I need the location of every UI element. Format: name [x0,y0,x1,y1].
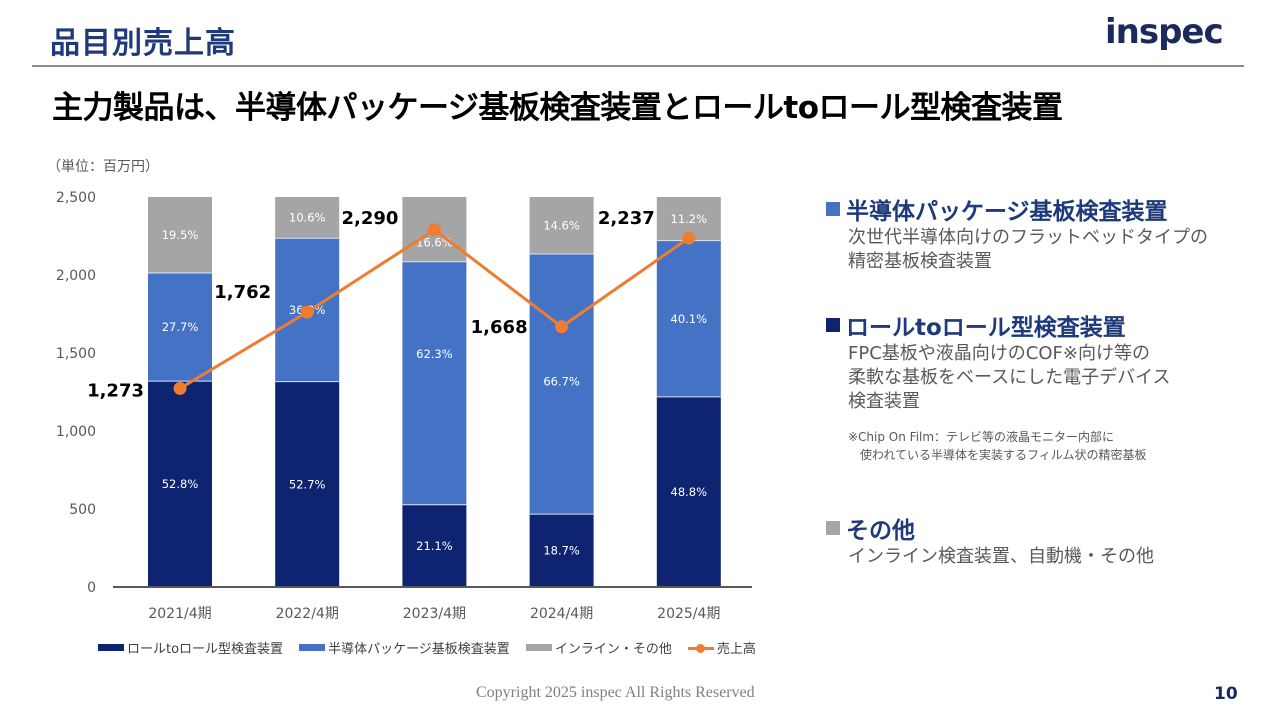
bar-share-label: 21.1% [416,539,453,553]
legend-line-marker [687,642,714,654]
legend-label: 半導体パッケージ基板検査装置 [328,642,510,657]
bar-share-label: 16.6% [416,235,453,249]
sales-value-label: 1,762 [214,282,271,303]
bar-segment [148,197,212,274]
bar-share-label: 14.6% [543,218,580,232]
description-line: FPC基板や液晶向けのCOF※向け等の [848,343,1150,364]
bullet-square-icon [826,318,840,332]
sales-point [682,231,696,245]
bar-share-label: 19.5% [162,228,199,242]
x-tick-label: 2025/4期 [657,606,720,622]
bar-segment [275,381,340,587]
x-tick-label: 2021/4期 [148,606,211,622]
description-line: インライン検査装置、自動機・その他 [848,546,1154,567]
description-title: 半導体パッケージ基板検査装置 [846,199,1168,225]
y-tick-label: 2,000 [56,268,96,284]
bar-segment [402,504,467,587]
legend-swatch [525,644,552,651]
page-title: 品目別売上高 [50,26,236,61]
bullet-square-icon [826,202,840,216]
sales-line-series: 1,273 1,762 2,290 1,668 2,237 [87,208,696,401]
bar-share-label: 52.8% [162,477,199,491]
bar-segment [656,396,721,587]
description-text: インライン検査装置、自動機・その他 [848,545,1154,569]
x-tick-label: 2024/4期 [530,606,593,622]
bar-share-label: 11.2% [671,212,708,226]
x-tick-label: 2023/4期 [403,606,466,622]
bar-share-label: 48.8% [671,485,708,499]
footnote-line: 使われている半導体を実装するフィルム状の精密基板 [848,448,1147,462]
description-semiconductor-package: 半導体パッケージ基板検査装置 次世代半導体向けのフラットベッドタイプの 精密基板… [826,192,1208,274]
copyright-text: Copyright 2025 inspec All Rights Reserve… [476,684,755,701]
legend-label: ロールtoロール型検査装置 [127,642,284,657]
bar-segment [148,381,212,587]
legend-item-roll-to-roll: ロールtoロール型検査装置 [98,638,283,657]
unit-label: （単位：百万円） [47,159,159,175]
bar-segment [275,197,340,239]
header-divider [32,65,1244,67]
sales-by-product-chart: 0 500 1,000 1,500 2,000 2,500 52.8% 27.7% 19.5%… [56,190,752,622]
inspec-logo: inspec [1105,12,1224,52]
sales-point [300,305,314,319]
bar-share-label: 18.7% [543,544,580,558]
bar-share-label: 52.7% [289,477,326,491]
sales-point [173,381,187,395]
bar-segment [529,197,594,254]
sales-value-label: 1,668 [471,317,528,338]
legend-item-semiconductor-package: 半導体パッケージ基板検査装置 [299,638,510,657]
footnote-line: ※Chip On Film：テレビ等の液晶モニター内部に [848,430,1115,444]
sales-value-label: 1,273 [87,380,144,401]
x-axis: 2021/4期 2022/4期 2023/4期 2024/4期 2025/4期 [148,606,720,622]
sales-point [555,320,569,334]
sales-point [427,223,441,237]
bar-share-label: 62.3% [416,347,453,361]
bar-share-label: 66.7% [543,374,580,388]
bar-segment [148,273,212,382]
description-title: その他 [846,518,915,544]
description-line: 精密基板検査装置 [848,251,992,272]
bar-share-label: 10.6% [289,211,326,225]
description-text: FPC基板や液晶向けのCOF※向け等の 柔軟な基板をベースにした電子デバイス 検… [848,342,1171,414]
description-line: 次世代半導体向けのフラットベッドタイプの [848,227,1208,248]
y-tick-label: 1,000 [56,424,96,440]
legend-swatch [98,644,124,651]
description-text: 次世代半導体向けのフラットベッドタイプの 精密基板検査装置 [848,226,1208,274]
sales-value-label: 2,237 [598,208,655,229]
x-tick-label: 2022/4期 [276,606,339,622]
description-other: その他 インライン検査装置、自動機・その他 [826,511,1154,569]
cof-footnote: ※Chip On Film：テレビ等の液晶モニター内部に 使われている半導体を実… [848,428,1171,464]
bar-segment [529,514,594,587]
y-tick-label: 500 [69,502,96,518]
bar-segment [402,261,467,505]
description-title: ロールtoロール型検査装置 [846,315,1126,341]
bar-share-label: 40.1% [671,312,708,326]
legend-item-sales: 売上高 [687,638,756,657]
slide-subtitle: 主力製品は、半導体パッケージ基板検査装置とロールtoロール型検査装置 [52,90,1063,126]
bar-segment [656,240,721,397]
legend-swatch [299,644,326,651]
sales-value-label: 2,290 [341,208,398,229]
y-tick-label: 2,500 [56,190,96,206]
chart-legend: ロールtoロール型検査装置 半導体パッケージ基板検査装置 インライン・その他 売… [98,638,756,657]
legend-item-inline-other: インライン・その他 [525,638,672,657]
bullet-square-icon [826,521,840,535]
legend-label: 売上高 [716,642,756,657]
y-tick-label: 0 [87,580,96,596]
bars: 52.8%27.7%19.5%52.7%36.8%10.6%21.1%62.3%… [148,197,721,587]
description-line: 柔軟な基板をベースにした電子デバイス [848,367,1171,388]
page-number: 10 [1214,684,1238,704]
y-axis: 0 500 1,000 1,500 2,000 2,500 [56,190,96,596]
bar-segment [529,253,594,515]
y-tick-label: 1,500 [56,346,96,362]
legend-label: インライン・その他 [554,642,672,657]
bar-share-label: 27.7% [162,320,199,334]
description-roll-to-roll: ロールtoロール型検査装置 FPC基板や液晶向けのCOF※向け等の 柔軟な基板を… [826,308,1171,464]
description-line: 検査装置 [848,391,920,412]
